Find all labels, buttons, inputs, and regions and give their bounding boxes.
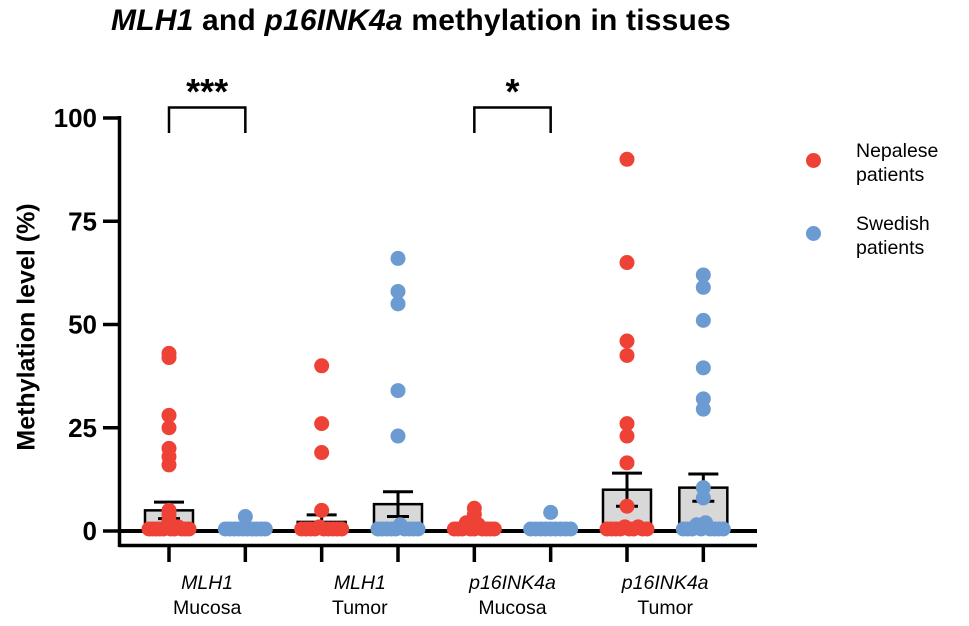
gene-name: MLH1 <box>111 4 194 37</box>
data-point <box>543 504 559 520</box>
title-text: methylation in tissues <box>402 4 731 37</box>
data-point <box>390 296 406 312</box>
x-label-gene: p16INK4a <box>621 572 709 594</box>
data-point <box>390 250 406 266</box>
y-tick-label: 50 <box>68 310 97 340</box>
x-label-tissue: Mucosa <box>173 597 242 619</box>
data-point <box>334 521 350 537</box>
data-point <box>161 407 177 423</box>
data-point <box>619 498 635 514</box>
x-label-tissue: Tumor <box>332 597 388 619</box>
legend-label-swedish: Swedish patients <box>856 212 930 260</box>
data-point <box>695 279 711 295</box>
x-label-tissue: Mucosa <box>478 597 547 619</box>
data-point <box>619 416 635 432</box>
data-point <box>619 151 635 167</box>
data-point <box>695 312 711 328</box>
significance-bracket <box>167 106 247 133</box>
data-point <box>695 391 711 407</box>
x-group-label: MLH1 Mucosa <box>122 571 292 621</box>
data-point <box>314 416 330 432</box>
data-point <box>695 480 711 496</box>
data-point <box>695 360 711 376</box>
gene-name: p16INK4a <box>264 4 403 37</box>
legend-dot-swedish <box>806 225 821 241</box>
x-label-tissue: Tumor <box>637 597 693 619</box>
legend-label-line: Nepalese <box>856 140 939 162</box>
data-point <box>314 445 330 461</box>
data-point <box>486 521 502 537</box>
data-point <box>619 455 635 471</box>
data-point <box>390 383 406 399</box>
legend-label-line: patients <box>856 237 925 259</box>
y-tick-label: 100 <box>54 103 97 133</box>
x-label-gene: MLH1 <box>181 572 234 594</box>
data-point <box>695 401 711 417</box>
data-point <box>161 350 177 366</box>
legend-label-line: Swedish <box>856 213 930 235</box>
x-label-gene: p16INK4a <box>469 572 556 594</box>
significance-label: * <box>505 71 519 112</box>
data-point <box>619 255 635 271</box>
data-point <box>695 490 711 506</box>
x-label-gene: MLH1 <box>333 572 386 594</box>
data-point <box>390 428 406 444</box>
legend-label-line: patients <box>856 164 925 186</box>
x-group-label: p16INK4a Tumor <box>580 571 750 621</box>
data-point <box>161 420 177 436</box>
data-point <box>314 358 330 374</box>
title-text: and <box>193 4 265 37</box>
data-point <box>410 521 426 537</box>
data-point <box>314 502 330 518</box>
data-point <box>181 521 197 537</box>
data-point <box>563 521 579 537</box>
data-point <box>619 333 635 349</box>
data-point <box>695 267 711 283</box>
legend-dot-nepalese <box>806 152 821 168</box>
data-point <box>161 457 177 473</box>
data-point <box>715 521 731 537</box>
data-point <box>237 509 253 525</box>
x-group-label: p16INK4a Mucosa <box>427 571 597 621</box>
chart-title: MLH1 and p16INK4a methylation in tissues <box>111 4 731 38</box>
y-tick-label: 75 <box>68 206 97 236</box>
data-point <box>619 347 635 363</box>
data-point <box>619 428 635 444</box>
data-point <box>257 521 273 537</box>
data-point <box>466 506 482 522</box>
significance-bracket <box>473 106 552 133</box>
legend-label-nepalese: Nepalese patients <box>856 139 938 187</box>
significance-label: *** <box>186 71 228 112</box>
y-tick-label: 25 <box>68 413 97 443</box>
data-point <box>161 513 177 529</box>
y-tick-label: 0 <box>83 516 97 546</box>
x-group-label: MLH1 Tumor <box>275 571 445 621</box>
data-point <box>390 283 406 299</box>
data-point <box>639 521 655 537</box>
